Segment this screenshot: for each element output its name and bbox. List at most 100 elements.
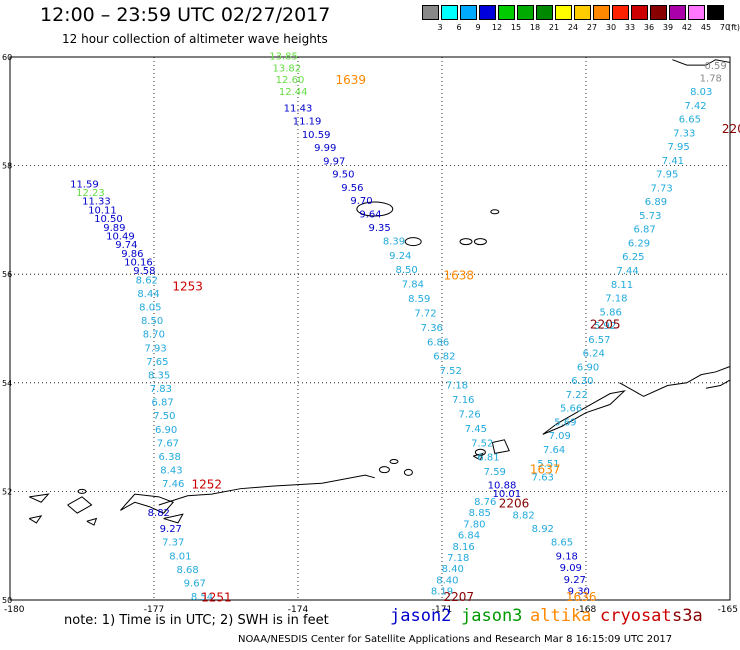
- wave-height-label: 5.92: [594, 321, 616, 332]
- colorbar-swatch: [688, 5, 705, 20]
- colorbar-tick-label: 27: [586, 23, 598, 32]
- wave-height-label: 9.67: [184, 578, 206, 589]
- wave-height-label: 7.67: [157, 438, 179, 449]
- coastline: [28, 493, 50, 503]
- pass-time-label: 2206: [499, 497, 530, 511]
- wave-height-label: 8.35: [148, 370, 170, 381]
- wave-height-label: 7.63: [532, 473, 554, 484]
- wave-height-label: 6.90: [155, 425, 177, 436]
- wave-height-label: 8.40: [442, 564, 464, 575]
- wave-height-label: 6.25: [622, 252, 644, 263]
- wave-height-label: 12.44: [279, 87, 308, 98]
- colorbar-tick-label: 45: [700, 23, 712, 32]
- wave-height-label: 7.22: [566, 390, 588, 401]
- wave-height-label: 10.11: [88, 205, 117, 216]
- wave-height-label: 9.74: [115, 240, 137, 251]
- wave-height-label: 5.51: [537, 459, 559, 470]
- wave-height-label: 7.46: [162, 479, 184, 490]
- wave-height-label: 6.81: [477, 453, 499, 464]
- wave-height-label: 7.41: [662, 156, 684, 167]
- wave-height-label: 10.01: [492, 489, 521, 500]
- pass-time-label: 2204: [722, 122, 740, 136]
- wave-height-label: 11.43: [284, 103, 313, 114]
- legend-jason3: jason3: [461, 606, 523, 626]
- wave-height-label: 7.95: [667, 142, 689, 153]
- colorbar-tick-label: 36: [643, 23, 655, 32]
- wave-height-label: 7.09: [549, 431, 571, 442]
- pass-time-label: 1636: [566, 590, 597, 604]
- wave-height-label: 13.85: [269, 52, 298, 63]
- wave-height-label: 7.59: [484, 467, 506, 478]
- wave-height-label: 9.09: [560, 563, 582, 574]
- colorbar-swatch: [536, 5, 553, 20]
- coastline: [705, 379, 731, 389]
- island-outline: [459, 238, 473, 246]
- wave-height-label: 5.86: [600, 307, 622, 318]
- pass-time-label: 1637: [530, 462, 561, 476]
- wave-height-label: 7.18: [446, 381, 468, 392]
- island-outline: [473, 238, 487, 246]
- longitude-label: -180: [4, 605, 25, 615]
- colorbar-tick-label: 18: [529, 23, 541, 32]
- wave-height-label: 1.78: [700, 73, 722, 84]
- wave-height-label: 9.58: [133, 266, 155, 277]
- map-title: 12:00 – 23:59 UTC 02/27/2017: [40, 4, 331, 26]
- colorbar-tick-label: 6: [456, 23, 462, 32]
- wave-height-label: 8.11: [611, 280, 633, 291]
- wave-height-label: 9.70: [350, 196, 372, 207]
- wave-height-label: 7.73: [650, 183, 672, 194]
- island-outline: [378, 466, 390, 474]
- colorbar-swatch: [707, 5, 724, 20]
- wave-height-label: 8.16: [452, 542, 474, 553]
- wave-height-label: 9.86: [121, 249, 143, 260]
- map-frame: [9, 56, 731, 601]
- legend-cryosat: cryosat: [600, 606, 672, 626]
- colorbar-swatch: [479, 5, 496, 20]
- colorbar-swatch: [460, 5, 477, 20]
- wave-height-label: 8.54: [191, 592, 213, 603]
- island-outline: [389, 459, 399, 465]
- coastline: [158, 474, 375, 506]
- wave-height-label: 6.87: [152, 398, 174, 409]
- map-subtitle: 12 hour collection of altimeter wave hei…: [62, 32, 328, 46]
- longitude-label: -171: [432, 605, 452, 615]
- wave-height-label: 7.52: [471, 438, 493, 449]
- wave-height-label: 6.89: [645, 197, 667, 208]
- colorbar-unit-label: (ft): [728, 23, 740, 32]
- coastline: [619, 366, 731, 397]
- island-outline: [404, 237, 422, 247]
- colorbar-swatch: [555, 5, 572, 20]
- wave-height-label: 8.68: [176, 565, 198, 576]
- colorbar-swatch: [669, 5, 686, 20]
- pass-time-label: 1638: [444, 269, 475, 283]
- wave-height-label: 7.36: [421, 323, 443, 334]
- colorbar-swatch: [574, 5, 591, 20]
- wave-height-label: 12.23: [76, 188, 105, 199]
- colorbar-tick-label: 12: [491, 23, 503, 32]
- wave-height-label: 7.65: [146, 357, 168, 368]
- wave-height-label: 7.18: [605, 294, 627, 305]
- pass-time-label: 2207: [444, 590, 475, 604]
- coastline: [542, 390, 626, 435]
- wave-height-label: 10.59: [302, 130, 331, 141]
- wave-height-label: 9.64: [359, 209, 381, 220]
- wave-height-label: 11.33: [82, 197, 111, 208]
- wave-height-label: 8.82: [148, 508, 170, 519]
- wave-height-label: 8.62: [136, 275, 158, 286]
- longitude-label: -177: [144, 605, 164, 615]
- coastline: [86, 517, 98, 526]
- pass-time-label: 2205: [590, 318, 621, 332]
- wave-height-label: 7.45: [465, 424, 487, 435]
- wave-height-label: 5.66: [560, 404, 582, 415]
- island-outline: [356, 201, 394, 217]
- wave-height-label: 9.50: [332, 170, 354, 181]
- pass-time-label: 1252: [192, 478, 223, 492]
- wave-height-label: 7.26: [458, 409, 480, 420]
- wave-height-label: 8.39: [383, 236, 405, 247]
- colorbar-tick-label: 3: [437, 23, 443, 32]
- island-outline: [77, 488, 87, 494]
- wave-height-label: 10.49: [106, 231, 135, 242]
- wave-height-label: 8.44: [137, 289, 159, 300]
- colorbar-tick-label: 70: [719, 23, 731, 32]
